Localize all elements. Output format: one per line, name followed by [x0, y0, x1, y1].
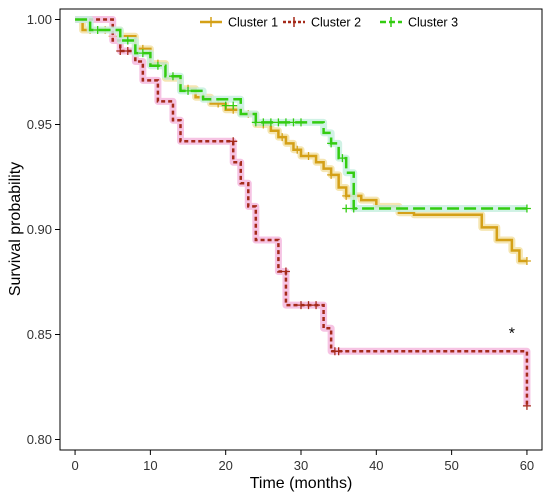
- axes: 0 10 20 30 40 50 60 0.80 0.85 0.90 0.95 1.00: [27, 12, 534, 473]
- legend: Cluster 1 Cluster 2 Cluster 3: [200, 16, 458, 30]
- x-tick-label: 0: [71, 458, 78, 473]
- cluster-3-censor-mark: [123, 36, 132, 45]
- cluster-3-censor-mark: [93, 26, 102, 34]
- cluster-3-censor-mark: [266, 118, 275, 127]
- cluster-3-censor-mark: [297, 118, 305, 127]
- significance-annotation: *: [509, 326, 515, 343]
- cluster-1-censor-mark: [522, 257, 531, 265]
- cluster-1-censor-mark: [293, 145, 302, 154]
- cluster-1-censor-mark: [342, 191, 351, 200]
- legend-label: Cluster 2: [311, 16, 361, 30]
- cluster-3-censor-mark: [153, 61, 162, 70]
- y-tick-label: 0.85: [27, 327, 52, 342]
- cluster-3-line: [75, 18, 527, 210]
- legend-item-cluster-3: Cluster 3: [380, 16, 458, 30]
- legend-label: Cluster 3: [408, 16, 458, 30]
- cluster-2-censor-mark: [116, 47, 125, 55]
- x-tick-label: 20: [218, 458, 232, 473]
- y-tick-label: 0.95: [27, 117, 52, 132]
- y-tick-label: 1.00: [27, 12, 52, 27]
- x-tick-label: 10: [143, 458, 157, 473]
- cluster-3-censor-mark: [349, 204, 358, 213]
- x-tick-label: 50: [444, 458, 458, 473]
- legend-label: Cluster 1: [228, 16, 278, 30]
- cluster-3-censor-mark: [259, 118, 268, 127]
- cluster-3-censor-mark: [338, 154, 347, 163]
- x-tick-label: 40: [369, 458, 383, 473]
- x-tick-label: 60: [520, 458, 534, 473]
- plot-frame: [59, 8, 543, 451]
- cluster-3-censor-mark: [251, 118, 260, 127]
- cluster-3-censor-mark: [229, 101, 238, 110]
- cluster-2-censor-mark: [312, 301, 321, 310]
- cluster-3-censor-mark: [138, 49, 147, 58]
- cluster-3-censor-mark: [342, 204, 351, 213]
- y-tick-label: 0.80: [27, 432, 52, 447]
- cluster-3-censor-mark: [289, 118, 298, 127]
- cluster-2-censor-mark: [334, 347, 343, 356]
- series-layer: [75, 16, 531, 410]
- x-axis-label: Time (months): [250, 475, 353, 492]
- cluster-3-series: [75, 16, 531, 213]
- cluster-2-censor-mark: [281, 267, 290, 276]
- legend-item-cluster-2: Cluster 2: [283, 16, 361, 30]
- cluster-3-censor-mark: [184, 86, 193, 95]
- cluster-3-censor-mark: [274, 118, 283, 127]
- cluster-3-censor-mark: [221, 101, 230, 110]
- cluster-3-censor-mark: [327, 139, 336, 148]
- cluster-2-censor-mark: [123, 47, 132, 55]
- cluster-3-censor-mark: [168, 72, 177, 81]
- cluster-1-censor-mark: [327, 170, 336, 179]
- x-tick-label: 30: [294, 458, 308, 473]
- cluster-1-censor-mark: [304, 152, 313, 160]
- cluster-2-censor-mark: [304, 301, 313, 310]
- cluster-2-line: [75, 18, 529, 406]
- cluster-3-censor-mark: [522, 204, 531, 213]
- plot-area: 0 10 20 30 40 50 60 0.80 0.85 0.90 0.95 1.00: [27, 8, 543, 473]
- legend-item-cluster-1: Cluster 1: [200, 16, 278, 30]
- cluster-2-censor-mark: [297, 301, 305, 310]
- y-tick-label: 0.90: [27, 222, 52, 237]
- cluster-2-censor-mark: [522, 401, 531, 410]
- cluster-3-censor-mark: [281, 118, 290, 127]
- cluster-2-censor-mark: [229, 137, 238, 146]
- cluster-1-censor-mark: [278, 133, 287, 142]
- y-axis-label: Survival probability: [7, 162, 24, 296]
